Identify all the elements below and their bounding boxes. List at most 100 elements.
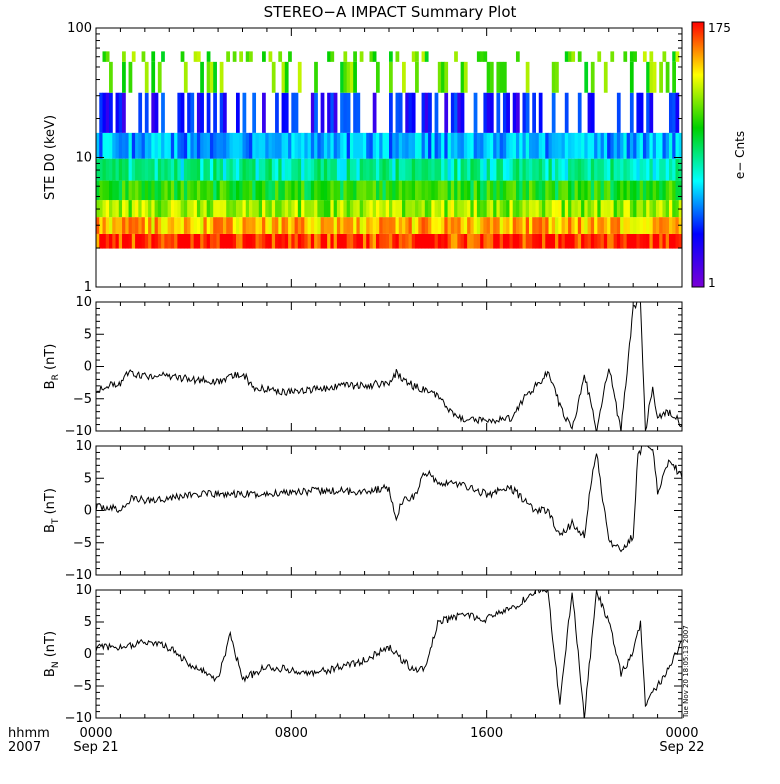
spectrogram-cell (157, 180, 162, 201)
spectrogram-cell (668, 158, 673, 181)
spectrogram-cell (489, 158, 494, 181)
spectrogram-cell (151, 180, 156, 201)
panel-frame (95, 589, 683, 719)
spectrogram-cell (421, 217, 426, 234)
spectrogram-cell (294, 158, 299, 181)
spectrogram-cell (662, 200, 667, 218)
spectrogram-cell (252, 92, 257, 133)
spectrogram-cell (148, 180, 152, 201)
spectrogram-cell (135, 158, 139, 181)
spectrogram-cell (564, 158, 569, 181)
spectrogram-cell (229, 217, 234, 234)
spectrogram-cell (590, 61, 595, 93)
spectrogram-cell (372, 51, 377, 62)
spectrogram-cell (610, 180, 615, 201)
spectrogram-cell (437, 158, 442, 181)
spectrogram-cell (281, 217, 286, 234)
spectrogram-cell (174, 132, 178, 159)
spectrogram-cell (525, 61, 530, 93)
x-tick-label: 0000 (79, 726, 112, 741)
spectrogram-cell (447, 132, 452, 159)
spectrogram-cell (496, 233, 501, 249)
spectrogram-cell (99, 233, 104, 249)
spectrogram-cell (532, 233, 536, 249)
spectrogram-cell (330, 217, 335, 234)
spectrogram-cell (118, 180, 123, 201)
y-tick-label: −5 (73, 679, 92, 694)
spectrogram-cell (457, 233, 462, 249)
spectrogram-cell (294, 233, 299, 249)
spectrogram-cell (483, 217, 488, 234)
spectrogram-cell (249, 200, 253, 218)
spectrogram-cell (229, 158, 234, 181)
spectrogram-cell (235, 217, 240, 234)
spectrogram-cell (105, 132, 110, 159)
spectrogram-cell (196, 51, 201, 62)
spectrogram-cell (649, 92, 654, 133)
spectrogram-cell (180, 158, 185, 181)
spectrogram-cell (620, 180, 624, 201)
spectrogram-cell (102, 158, 107, 181)
spectrogram-cell (672, 158, 676, 181)
spectrogram-cell (480, 132, 484, 159)
spectrogram-cell (164, 233, 169, 249)
spectrogram-cell (476, 180, 481, 201)
spectrogram-cell (499, 200, 504, 218)
spectrogram-cell (229, 233, 234, 249)
spectrogram-cell (483, 233, 488, 249)
spectrogram-cell (206, 132, 211, 159)
spectrogram-cell (629, 132, 634, 159)
spectrogram-cell (581, 158, 585, 181)
spectrogram-cell (336, 132, 341, 159)
spectrogram-cell (336, 180, 341, 201)
spectrogram-cell (467, 217, 471, 234)
spectrogram-cell (558, 217, 563, 234)
spectrogram-cell (594, 180, 598, 201)
spectrogram-cell (623, 51, 628, 62)
spectrogram-cell (607, 200, 611, 218)
spectrogram-cell (255, 200, 260, 218)
spectrogram-cell (353, 200, 357, 218)
spectrogram-cell (408, 233, 413, 249)
spectrogram-cell (486, 92, 491, 133)
spectrogram-cell (437, 217, 442, 234)
spectrogram-cell (307, 180, 312, 201)
spectrogram-cell (548, 233, 553, 249)
spectrogram-cell (600, 132, 605, 159)
spectrogram-cell (402, 233, 406, 249)
y-tick-label: 10 (75, 439, 92, 454)
spectrogram-cell (144, 132, 149, 159)
spectrogram-cell (115, 180, 120, 201)
spectrogram-cell (405, 217, 410, 234)
spectrogram-cell (470, 200, 475, 218)
spectrogram-cell (623, 180, 628, 201)
spectrogram-cell (444, 217, 449, 234)
spectrogram-cell (122, 217, 126, 234)
spectrogram-cell (515, 51, 520, 62)
spectrogram-cell (209, 233, 214, 249)
spectrogram-cell (268, 158, 273, 181)
spectrogram-cell (672, 180, 676, 201)
spectrogram-cell (525, 158, 530, 181)
spectrogram-cell (636, 132, 641, 159)
spectrogram-cell (226, 217, 230, 234)
spectrogram-cell (196, 92, 201, 133)
spectrogram-cell (405, 180, 410, 201)
spectrogram-cell (555, 217, 559, 234)
spectrogram-cell (196, 233, 201, 249)
spectrogram-cell (105, 158, 110, 181)
spectrogram-cell (620, 158, 624, 181)
spectrogram-cell (369, 132, 374, 159)
spectrogram-cell (369, 233, 374, 249)
spectrogram-cell (102, 200, 107, 218)
spectrogram-cell (219, 200, 224, 218)
spectrogram-cell (470, 217, 475, 234)
spectrogram-cell (193, 200, 198, 218)
spectrogram-cell (112, 132, 117, 159)
spectrogram-cell (581, 132, 585, 159)
spectrogram-cell (555, 158, 559, 181)
y-tick-label: −5 (73, 536, 92, 551)
spectrogram-cell (252, 217, 257, 234)
spectrogram-cell (528, 233, 533, 249)
spectrogram-cell (135, 200, 139, 218)
